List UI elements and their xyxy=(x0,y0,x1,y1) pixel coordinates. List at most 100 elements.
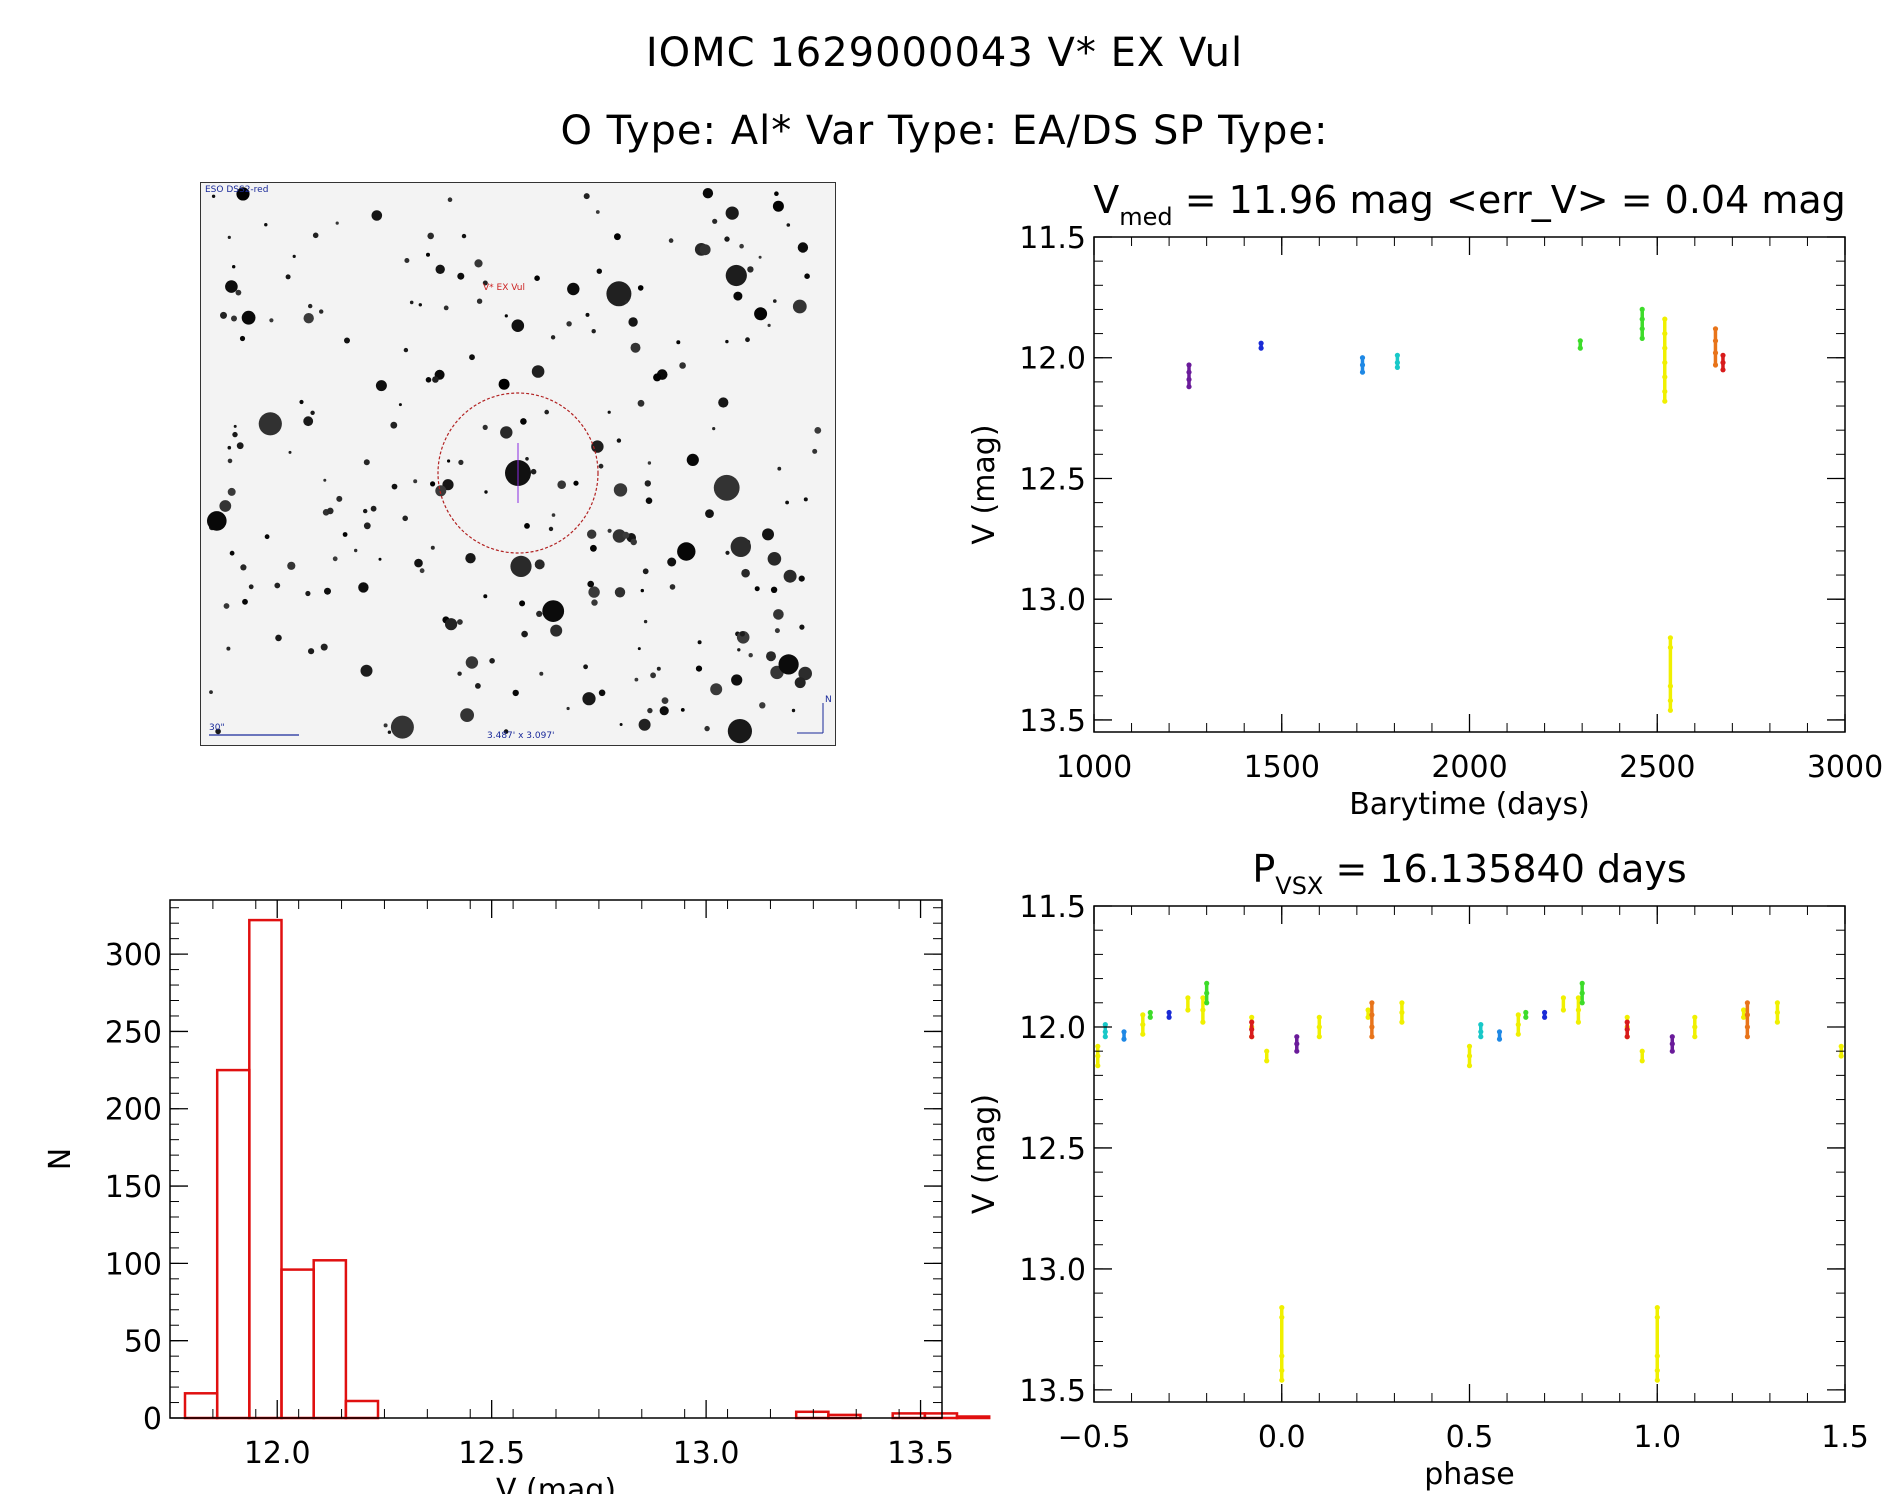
star xyxy=(566,321,572,327)
star xyxy=(656,666,661,671)
histogram-bar xyxy=(248,918,283,1420)
star xyxy=(403,347,409,353)
star xyxy=(754,586,760,592)
star xyxy=(748,653,753,658)
star xyxy=(363,459,370,466)
x-tick-label: 1.0 xyxy=(1633,1420,1681,1455)
scale-label: 30" xyxy=(209,723,225,733)
star xyxy=(659,706,669,716)
star xyxy=(418,303,422,307)
star xyxy=(759,702,766,709)
star xyxy=(223,603,230,609)
star xyxy=(511,319,525,332)
star xyxy=(443,305,449,311)
x-axis-label: phase xyxy=(1424,1457,1515,1492)
star xyxy=(404,258,410,263)
star xyxy=(387,730,392,734)
y-tick-label: 0 xyxy=(143,1402,162,1437)
star xyxy=(595,210,600,214)
star xyxy=(236,187,250,201)
star xyxy=(783,569,797,583)
star xyxy=(239,335,246,342)
star xyxy=(702,188,714,199)
star xyxy=(739,243,744,249)
x-tick-label: 13.5 xyxy=(887,1436,954,1471)
plot-title-rest: = 16.135840 days xyxy=(1323,847,1686,891)
star xyxy=(342,532,348,537)
star xyxy=(242,598,248,605)
x-tick-label: 12.5 xyxy=(458,1436,525,1471)
star xyxy=(737,648,741,652)
star xyxy=(669,584,676,590)
star xyxy=(235,289,242,296)
histogram-bar xyxy=(280,1268,315,1420)
star xyxy=(679,362,686,369)
histogram-bar xyxy=(794,1410,830,1420)
star xyxy=(725,550,730,555)
y-tick-label: 11.5 xyxy=(1019,890,1086,925)
star xyxy=(327,507,334,515)
star xyxy=(799,624,805,630)
star xyxy=(606,281,632,307)
star xyxy=(697,640,702,645)
star xyxy=(363,522,371,530)
y-tick-label: 200 xyxy=(105,1093,162,1128)
star xyxy=(712,427,716,431)
star xyxy=(469,354,475,361)
star xyxy=(299,399,304,405)
star xyxy=(614,233,621,241)
header-line-2: O Type: Al* Var Type: EA/DS SP Type: xyxy=(560,108,1329,154)
star xyxy=(308,303,313,309)
star xyxy=(598,689,606,697)
plot-frame xyxy=(1093,236,1846,733)
star xyxy=(727,719,753,744)
star xyxy=(310,410,315,415)
star xyxy=(231,315,237,322)
star xyxy=(725,339,729,344)
star xyxy=(520,418,527,425)
star xyxy=(676,340,681,345)
star xyxy=(512,689,519,697)
y-axis-label: N xyxy=(43,1148,78,1170)
star-field xyxy=(201,183,835,745)
star xyxy=(573,480,579,486)
star xyxy=(607,528,612,533)
star xyxy=(741,568,750,578)
plot-frame xyxy=(1093,905,1846,1403)
histogram-bar xyxy=(955,1415,991,1420)
star xyxy=(650,672,656,679)
star xyxy=(638,718,651,731)
x-tick-label: 2000 xyxy=(1431,750,1507,785)
star xyxy=(804,273,810,279)
y-tick-label: 11.5 xyxy=(1019,221,1086,256)
star xyxy=(390,421,398,429)
star xyxy=(640,588,644,593)
star xyxy=(258,412,282,436)
star xyxy=(530,468,537,475)
star xyxy=(647,461,652,465)
star xyxy=(458,459,464,465)
target-label: V* EX Vul xyxy=(483,283,525,293)
star xyxy=(550,624,563,637)
star xyxy=(426,252,430,257)
star xyxy=(344,337,350,344)
star xyxy=(695,665,703,672)
star xyxy=(465,553,476,564)
star xyxy=(699,244,711,256)
star xyxy=(567,282,580,296)
star xyxy=(519,600,526,607)
star xyxy=(358,582,369,593)
star xyxy=(591,599,598,606)
star xyxy=(211,194,216,198)
star xyxy=(232,265,236,269)
star xyxy=(489,658,495,664)
star xyxy=(557,480,566,490)
star xyxy=(475,683,481,689)
star xyxy=(241,310,256,325)
star xyxy=(585,312,590,317)
star xyxy=(232,431,238,438)
survey-label: ESO DSS2-red xyxy=(205,185,269,195)
star xyxy=(482,280,488,286)
star xyxy=(591,440,604,453)
star xyxy=(383,723,388,728)
